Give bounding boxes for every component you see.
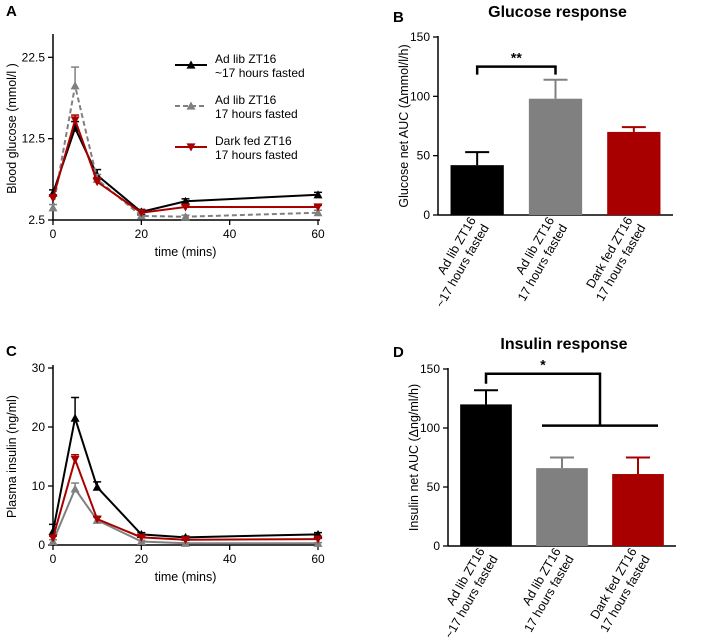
data-point bbox=[181, 212, 190, 221]
data-point bbox=[92, 515, 102, 524]
data-point bbox=[92, 482, 102, 491]
significance-bracket bbox=[475, 65, 557, 75]
x-tick-label: 60 bbox=[311, 227, 325, 241]
panel-letter: A bbox=[6, 3, 17, 20]
data-point bbox=[313, 208, 323, 217]
series-2 bbox=[48, 453, 323, 545]
x-tick-label: 20 bbox=[135, 552, 149, 566]
panel-letter: D bbox=[393, 344, 404, 361]
data-point bbox=[48, 194, 58, 203]
legend-label: ~17 hours fasted bbox=[215, 66, 305, 80]
data-point bbox=[136, 533, 146, 542]
x-tick-label: 60 bbox=[311, 552, 325, 566]
category-label: Ad lib ZT16~17 hours fasted bbox=[442, 545, 501, 640]
legend-label: 17 hours fasted bbox=[215, 107, 298, 121]
data-point bbox=[313, 203, 323, 212]
legend-marker bbox=[186, 143, 196, 152]
chart-title: Insulin response bbox=[500, 336, 627, 353]
legend-marker bbox=[186, 60, 196, 69]
series-line bbox=[52, 417, 319, 539]
significance-label: ** bbox=[511, 50, 522, 66]
y-tick-label: 100 bbox=[420, 421, 440, 435]
panel-C: C 0 10 20 30 0 20 40 60 time (mins) Plasma insulin… bbox=[5, 343, 325, 584]
category-label: Ad lib ZT16~17 hours fasted bbox=[433, 214, 492, 309]
data-point bbox=[181, 536, 190, 545]
y-tick-label: 10 bbox=[32, 479, 46, 493]
y-tick-label: 12.5 bbox=[22, 132, 46, 146]
panel-D: D Insulin response 0 50 100 150 Insulin net AU… bbox=[393, 336, 676, 641]
x-tick-label: 20 bbox=[135, 227, 149, 241]
data-point bbox=[313, 190, 323, 199]
y-axis-title: Blood glucose (mmol/l ) bbox=[5, 63, 19, 194]
x-tick-label: 40 bbox=[223, 227, 237, 241]
y-tick-label: 100 bbox=[410, 89, 430, 103]
y-tick-label: 150 bbox=[410, 30, 430, 44]
data-point bbox=[136, 209, 146, 218]
y-axis-title: Insulin net AUC (Δng/ml/h) bbox=[407, 384, 421, 531]
significance-label: * bbox=[540, 357, 546, 373]
panel-A: A 2.5 12.5 22.5 0 20 40 60 time (mins) Blood gluc… bbox=[5, 3, 325, 259]
legend-label: Ad lib ZT16 bbox=[215, 52, 277, 66]
bar bbox=[450, 165, 504, 215]
data-point bbox=[70, 81, 80, 90]
x-axis-title: time (mins) bbox=[155, 245, 217, 259]
y-tick-label: 50 bbox=[417, 149, 431, 163]
data-point bbox=[181, 196, 190, 205]
series-2 bbox=[48, 114, 323, 218]
data-point bbox=[92, 178, 102, 187]
data-point bbox=[181, 203, 190, 212]
y-tick-label: 2.5 bbox=[28, 213, 45, 227]
y-axis-title: Plasma insulin (ng/ml) bbox=[5, 395, 19, 518]
y-tick-label: 30 bbox=[32, 361, 46, 375]
y-tick-label: 0 bbox=[38, 538, 45, 552]
series-line bbox=[52, 486, 318, 545]
data-point bbox=[70, 455, 80, 464]
x-tick-label: 40 bbox=[223, 552, 237, 566]
x-tick-label: 0 bbox=[50, 227, 57, 241]
series-line bbox=[52, 125, 319, 213]
y-tick-label: 50 bbox=[427, 480, 441, 494]
x-tick-label: 0 bbox=[50, 552, 57, 566]
y-axis-title: Glucose net AUC (Δmmol/l/h) bbox=[397, 44, 411, 207]
y-tick-label: 150 bbox=[420, 362, 440, 376]
bar bbox=[607, 131, 661, 215]
y-tick-label: 22.5 bbox=[22, 50, 46, 64]
y-tick-label: 0 bbox=[423, 208, 430, 222]
significance-bracket bbox=[484, 372, 602, 426]
bar bbox=[460, 404, 512, 546]
series-line bbox=[52, 116, 318, 214]
chart-title: Glucose response bbox=[488, 4, 627, 21]
data-point bbox=[48, 534, 58, 543]
x-axis-title: time (mins) bbox=[155, 570, 217, 584]
y-tick-label: 0 bbox=[433, 539, 440, 553]
panel-letter: B bbox=[393, 9, 404, 26]
data-point bbox=[48, 203, 58, 212]
series-line bbox=[52, 456, 319, 541]
bar bbox=[536, 468, 588, 546]
series-0 bbox=[48, 396, 323, 541]
panel-letter: C bbox=[6, 343, 17, 360]
data-point bbox=[70, 484, 80, 493]
bar bbox=[612, 474, 664, 546]
y-tick-label: 20 bbox=[32, 420, 46, 434]
bar bbox=[528, 98, 583, 215]
legend-label: Dark fed ZT16 bbox=[215, 134, 292, 148]
data-point bbox=[70, 116, 80, 125]
data-point bbox=[313, 535, 323, 544]
data-point bbox=[70, 413, 80, 422]
legend-marker bbox=[186, 101, 196, 110]
legend-label: 17 hours fasted bbox=[215, 148, 298, 162]
legend-label: Ad lib ZT16 bbox=[215, 93, 277, 107]
